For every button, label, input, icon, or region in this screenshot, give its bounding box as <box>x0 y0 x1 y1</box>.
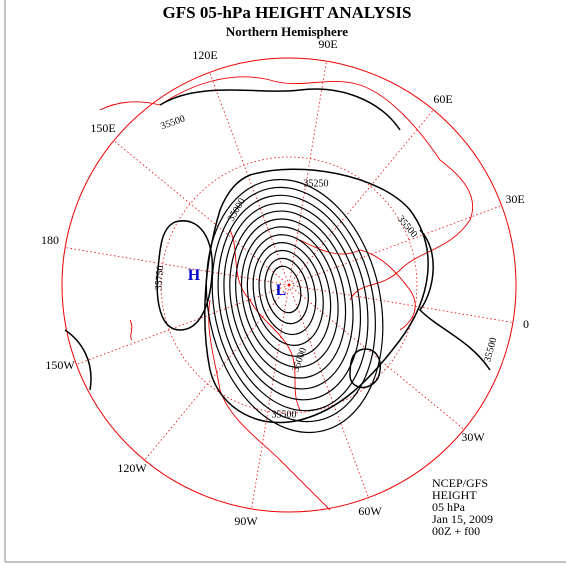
meridian <box>288 61 327 286</box>
contour-label: 35250 <box>304 178 329 189</box>
longitude-label: 120E <box>192 48 217 62</box>
meridian <box>65 247 290 286</box>
longitude-label: 150E <box>90 121 115 135</box>
map-boundary <box>61 57 517 513</box>
longitude-label: 60W <box>358 504 382 518</box>
contour <box>246 234 332 357</box>
longitude-label: 150W <box>45 358 75 372</box>
contour <box>211 186 376 423</box>
contour <box>270 265 302 314</box>
meridian <box>288 284 369 498</box>
contour <box>264 257 309 325</box>
contour-label: 35500 <box>272 409 297 420</box>
contour <box>64 329 92 391</box>
contour-label: 35500 <box>159 113 186 132</box>
longitude-label: 90W <box>234 514 258 528</box>
info-line: 00Z + f00 <box>432 524 480 538</box>
coastline <box>159 76 474 301</box>
coastlines <box>99 76 474 511</box>
coastline <box>99 101 161 341</box>
contour <box>258 249 317 336</box>
contour <box>217 194 369 412</box>
meridian <box>288 109 434 286</box>
longitude-label: 0 <box>523 317 529 331</box>
latitude-circle <box>160 156 418 414</box>
info-line: HEIGHT <box>432 488 477 502</box>
contour <box>223 202 362 401</box>
contour-label: 35750 <box>153 265 166 291</box>
meridian <box>288 284 513 323</box>
longitude-label: 30W <box>461 430 485 444</box>
subtitle: Northern Hemisphere <box>226 24 348 39</box>
contour <box>229 210 354 390</box>
contour-label: 35500 <box>482 336 499 363</box>
coastline <box>208 299 331 511</box>
longitude-label: 120W <box>117 461 147 475</box>
longitude-label: 60E <box>433 92 452 106</box>
contour-label: 35000 <box>290 346 309 373</box>
meridian <box>288 284 465 430</box>
height-contours <box>64 88 491 434</box>
meridian <box>144 284 290 461</box>
contour <box>205 178 384 434</box>
coastline <box>299 239 416 331</box>
longitude-label: 30E <box>505 192 524 206</box>
info-line: NCEP/GFS <box>432 476 488 490</box>
longitude-label: 90E <box>318 37 337 51</box>
contour <box>240 226 339 368</box>
meridian <box>76 284 290 365</box>
info-line: Jan 15, 2009 <box>432 512 493 526</box>
longitude-label: 180 <box>41 233 59 247</box>
title: GFS 05-hPa HEIGHT ANALYSIS <box>163 3 412 22</box>
contour <box>252 242 324 346</box>
coastline <box>229 229 301 411</box>
contour <box>235 218 347 379</box>
meridian <box>209 72 290 286</box>
low-center: L <box>276 282 287 299</box>
graticule <box>61 57 517 513</box>
meridian <box>251 284 290 509</box>
contour <box>156 220 214 331</box>
meridian <box>113 140 290 286</box>
contour <box>349 348 381 389</box>
meridian <box>288 205 502 286</box>
contour <box>419 229 491 371</box>
high-center: H <box>188 267 201 284</box>
info-line: 05 hPa <box>432 500 466 514</box>
contour <box>159 88 401 131</box>
